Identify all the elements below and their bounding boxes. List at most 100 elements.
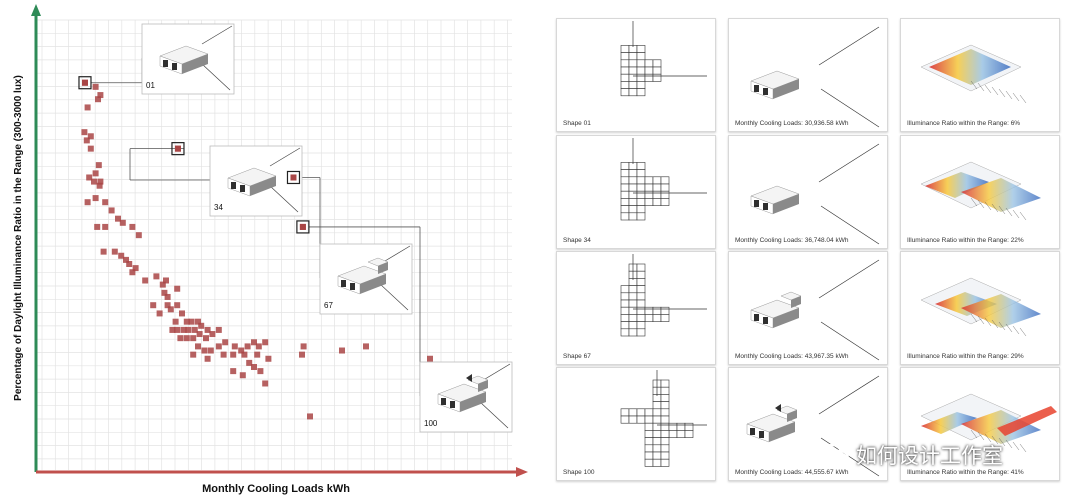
plan-cell	[652, 314, 662, 322]
plan-cell	[660, 430, 670, 438]
data-point	[195, 318, 201, 325]
plan-cell	[652, 451, 662, 460]
plan-cell	[644, 444, 654, 453]
data-point	[159, 281, 166, 288]
plan-cell	[628, 190, 638, 199]
floor-plan-drawing	[620, 254, 707, 337]
ratio-caption: Illuminance Ratio within the Range: 22%	[907, 237, 1024, 244]
data-point	[81, 129, 88, 136]
plan-cell	[652, 444, 662, 453]
plan-cell	[620, 306, 630, 315]
data-point	[427, 355, 433, 362]
ratio-caption: Illuminance Ratio within the Range: 41%	[907, 469, 1024, 476]
data-point	[174, 302, 181, 309]
data-point	[94, 223, 101, 230]
plan-cell	[644, 190, 654, 199]
data-point	[95, 162, 102, 169]
cooling-caption: Monthly Cooling Loads: 43,967.35 kWh	[735, 353, 849, 360]
plan-cell-box: Shape 67	[556, 251, 716, 365]
plan-cell	[628, 52, 638, 61]
view-line	[818, 143, 880, 183]
plan-cell	[636, 183, 646, 192]
window	[750, 428, 755, 435]
window	[759, 431, 764, 438]
data-point	[87, 133, 94, 140]
data-point	[190, 351, 197, 358]
building-side	[773, 308, 799, 328]
building-side	[360, 274, 386, 294]
legend-tick	[1019, 443, 1027, 453]
callout-box: 100	[419, 361, 513, 433]
legend-tick	[991, 435, 999, 445]
building-wing-dark	[466, 374, 472, 382]
data-point	[91, 178, 97, 185]
plan-cell	[620, 81, 630, 89]
plan-cell	[652, 176, 662, 185]
data-point	[209, 331, 216, 338]
data-point	[204, 326, 211, 333]
plan-cell	[628, 183, 638, 192]
view-line	[201, 63, 231, 91]
callouts: 01 34 67 100	[78, 23, 513, 433]
massing-drawing	[750, 143, 880, 245]
data-point	[215, 326, 222, 333]
callout-label: 100	[424, 419, 438, 428]
legend-tick	[1019, 327, 1027, 337]
plan-cell	[644, 408, 654, 417]
data-point	[190, 335, 197, 342]
data-point	[179, 310, 185, 317]
plan-cell	[628, 306, 638, 315]
plan-cell	[620, 285, 630, 294]
illuminance-map	[920, 277, 1041, 337]
plan-cell	[652, 198, 662, 206]
building-wing-side	[478, 380, 488, 392]
plan-cell	[684, 430, 694, 438]
data-point	[142, 277, 149, 284]
cooling-caption: Monthly Cooling Loads: 36,748.04 kWh	[735, 237, 849, 244]
plan-cell	[660, 458, 670, 467]
plan-cell	[644, 437, 654, 446]
plan-cell	[644, 430, 654, 438]
data-point	[102, 223, 109, 230]
heat-zone	[921, 412, 977, 434]
plan-cell	[660, 176, 670, 185]
shape-caption: Shape 34	[563, 237, 591, 244]
window	[341, 280, 346, 287]
data-point	[153, 273, 160, 280]
plan-cell-box: Shape 01	[556, 18, 716, 132]
data-point	[254, 351, 261, 358]
view-line	[818, 375, 880, 415]
data-point	[164, 293, 171, 300]
plan-cell	[628, 59, 638, 68]
data-point	[307, 413, 313, 420]
ratio-caption: Illuminance Ratio within the Range: 6%	[907, 120, 1021, 127]
plan-cell	[620, 162, 630, 170]
building-wing-dark	[775, 404, 781, 412]
view-line	[479, 401, 509, 429]
plan-cell	[636, 408, 646, 417]
plan-cell	[644, 422, 654, 431]
building-side	[182, 54, 208, 74]
y-axis-arrow	[31, 4, 41, 16]
plan-cell	[620, 59, 630, 68]
data-point	[150, 302, 157, 309]
plan-cell	[652, 190, 662, 199]
data-point	[129, 223, 136, 230]
plan-cell	[660, 444, 670, 453]
plan-cell	[636, 66, 646, 75]
plan-cell	[628, 81, 638, 89]
plan-cell	[652, 415, 662, 424]
plan-cell	[620, 415, 630, 424]
plan-cell	[652, 422, 662, 431]
legend-tick	[998, 205, 1006, 215]
data-point	[257, 368, 264, 375]
plan-cell	[636, 328, 646, 337]
data-point	[195, 343, 201, 350]
data-point	[96, 182, 103, 189]
plan-cell	[620, 292, 630, 301]
floor-plan-drawing	[620, 138, 707, 221]
data-point	[174, 285, 181, 292]
window	[450, 401, 455, 408]
data-point	[183, 335, 190, 342]
data-point	[251, 364, 257, 370]
